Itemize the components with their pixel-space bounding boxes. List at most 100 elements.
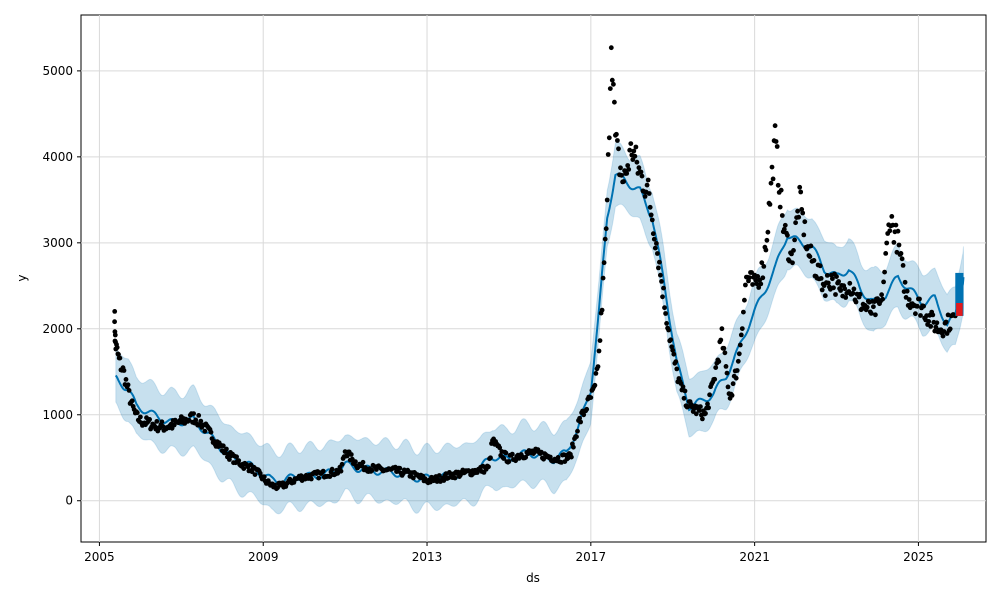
observed-point bbox=[220, 443, 226, 449]
y-tick-label: 2000 bbox=[42, 322, 73, 336]
observed-point bbox=[116, 352, 121, 357]
observed-point bbox=[252, 472, 258, 477]
observed-point bbox=[743, 282, 748, 288]
observed-point bbox=[353, 459, 358, 464]
observed-point bbox=[713, 365, 719, 370]
observed-point bbox=[739, 326, 745, 331]
observed-point bbox=[614, 131, 619, 137]
observed-point bbox=[917, 296, 922, 302]
observed-point bbox=[895, 228, 901, 234]
observed-point bbox=[668, 337, 674, 343]
observed-point bbox=[191, 411, 197, 416]
observed-point bbox=[833, 292, 838, 297]
observed-point bbox=[410, 475, 416, 481]
observed-point bbox=[497, 445, 503, 451]
observed-point bbox=[880, 296, 885, 302]
observed-point bbox=[782, 222, 788, 228]
observed-point bbox=[607, 86, 613, 91]
observed-point bbox=[831, 285, 836, 291]
observed-point bbox=[873, 312, 878, 318]
observed-point bbox=[698, 404, 703, 409]
observed-point bbox=[947, 326, 953, 332]
uncertainty-band-layer bbox=[115, 141, 964, 515]
observed-point bbox=[581, 412, 587, 418]
observed-point bbox=[724, 370, 730, 376]
observed-point bbox=[774, 144, 780, 149]
observed-point bbox=[588, 395, 594, 400]
grid bbox=[81, 15, 986, 542]
observed-point bbox=[647, 204, 653, 210]
observed-point bbox=[681, 395, 687, 401]
observed-point bbox=[234, 454, 240, 460]
observed-point bbox=[602, 236, 608, 242]
observed-point bbox=[793, 220, 798, 226]
observed-point bbox=[943, 319, 949, 325]
observed-point bbox=[767, 202, 773, 207]
observed-point bbox=[138, 414, 143, 420]
observed-point bbox=[930, 312, 936, 318]
observed-point bbox=[818, 276, 824, 281]
observed-point bbox=[906, 297, 912, 302]
observed-point bbox=[159, 419, 165, 425]
observed-point bbox=[887, 228, 893, 234]
observed-point bbox=[843, 295, 849, 300]
observed-point bbox=[646, 191, 652, 196]
observed-point bbox=[628, 141, 634, 147]
observed-point bbox=[764, 237, 770, 243]
observed-point bbox=[506, 459, 512, 464]
observed-point bbox=[577, 415, 582, 421]
observed-point bbox=[112, 309, 118, 314]
observed-point bbox=[789, 251, 794, 257]
observed-point bbox=[603, 226, 609, 232]
observed-point bbox=[705, 401, 710, 407]
observed-point bbox=[596, 348, 602, 354]
observed-point bbox=[486, 464, 491, 470]
observed-point bbox=[693, 411, 699, 417]
x-tick-label: 2013 bbox=[412, 550, 443, 564]
observed-point bbox=[605, 152, 611, 157]
observed-point bbox=[770, 176, 776, 182]
observed-point bbox=[114, 345, 120, 350]
observed-point bbox=[696, 408, 702, 413]
observed-point bbox=[741, 309, 746, 315]
observed-point bbox=[627, 147, 633, 153]
y-tick-label: 0 bbox=[65, 494, 73, 508]
observed-point bbox=[808, 243, 814, 249]
observed-point bbox=[642, 194, 648, 199]
future-forecast-marker bbox=[955, 272, 964, 316]
observed-point bbox=[904, 288, 910, 294]
observed-point bbox=[639, 173, 645, 179]
observed-point bbox=[798, 189, 804, 195]
observed-point bbox=[397, 465, 403, 471]
observed-point bbox=[593, 371, 599, 376]
observed-point bbox=[660, 294, 665, 300]
observed-point bbox=[759, 260, 765, 266]
observed-point bbox=[913, 311, 918, 317]
observed-point bbox=[868, 311, 874, 316]
observed-point bbox=[847, 280, 853, 286]
observed-point bbox=[134, 410, 140, 416]
observed-point bbox=[555, 455, 561, 460]
observed-point bbox=[915, 303, 920, 309]
observed-point bbox=[673, 359, 679, 365]
observed-point bbox=[779, 213, 785, 218]
observed-point bbox=[631, 148, 637, 154]
observed-point bbox=[830, 276, 835, 282]
observed-point bbox=[261, 474, 267, 480]
observed-point bbox=[933, 324, 939, 330]
observed-point bbox=[900, 263, 906, 268]
observed-point bbox=[123, 377, 129, 382]
observed-point bbox=[765, 229, 771, 235]
observed-point bbox=[329, 466, 335, 472]
observed-point bbox=[842, 286, 848, 292]
observed-point bbox=[725, 384, 731, 390]
observed-point bbox=[513, 458, 518, 464]
observed-point bbox=[584, 406, 590, 412]
observed-point bbox=[836, 279, 841, 284]
observed-point bbox=[369, 468, 375, 473]
observed-point bbox=[881, 279, 886, 285]
observed-point bbox=[663, 311, 668, 316]
observed-point bbox=[891, 240, 897, 245]
observed-point bbox=[348, 452, 354, 457]
